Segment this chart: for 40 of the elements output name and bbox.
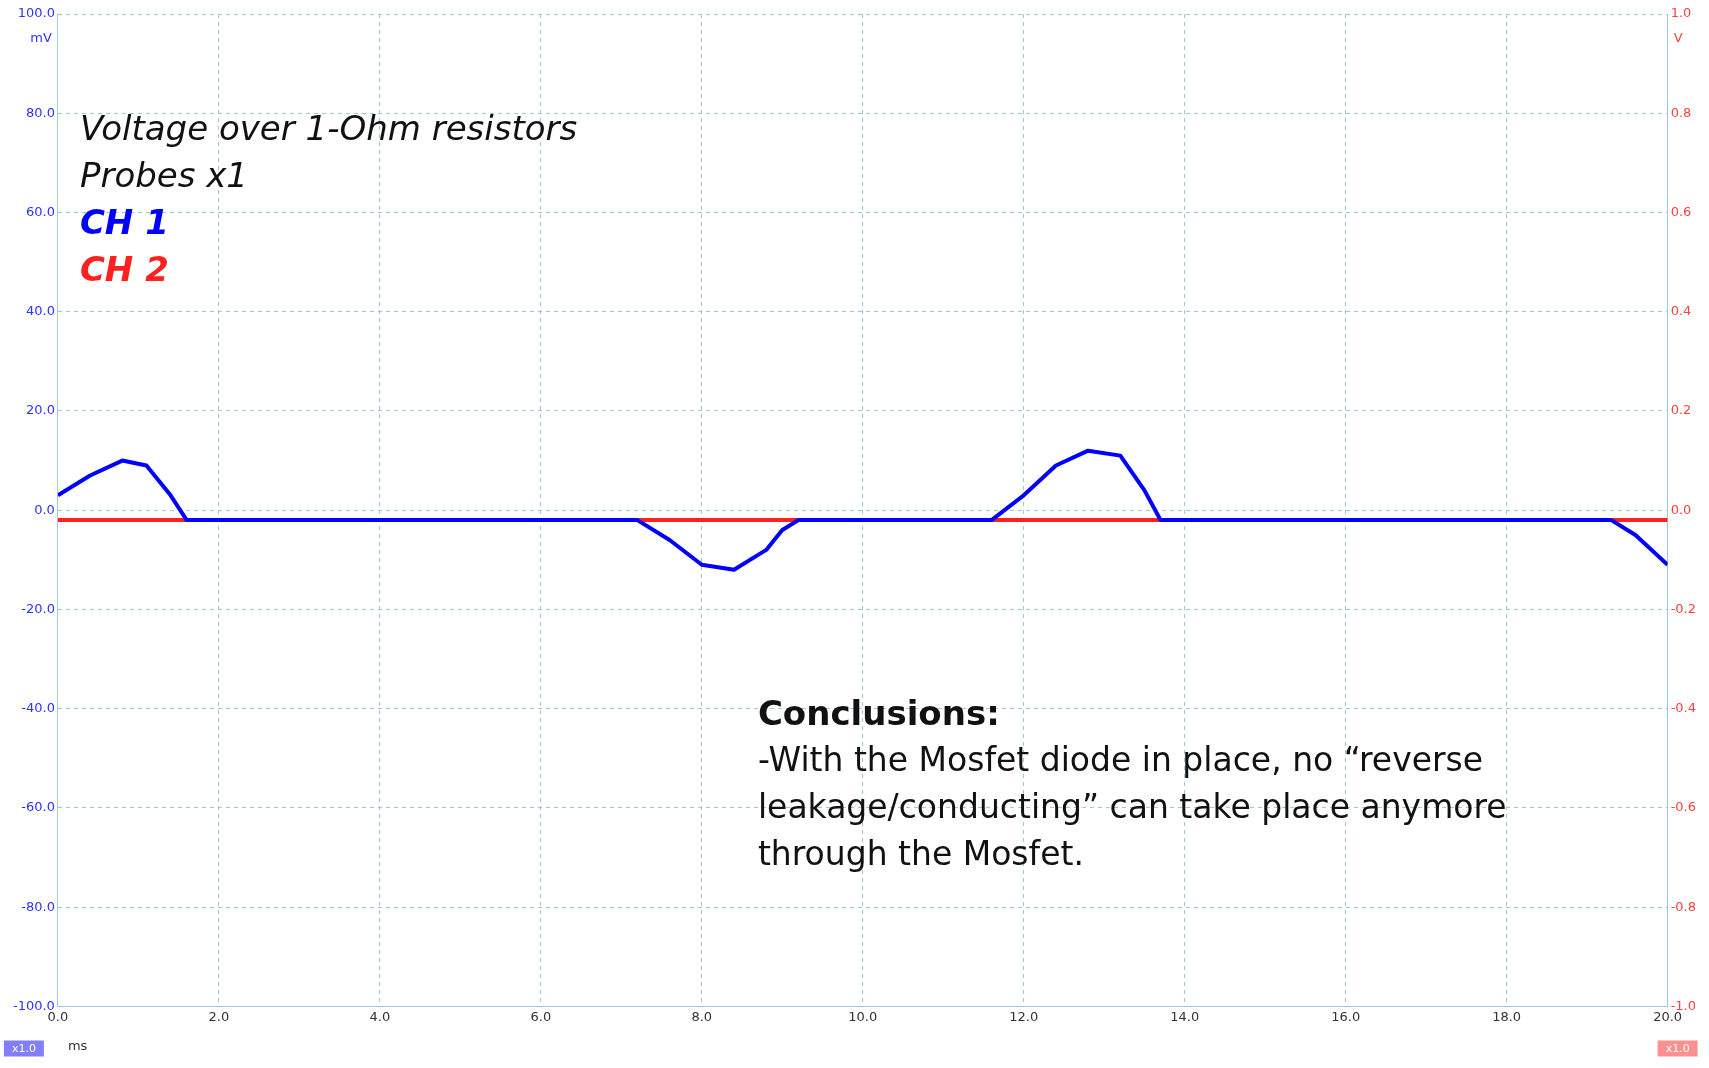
y-tick-label: -40.0 bbox=[21, 700, 55, 716]
y2-tick-label: -0.2 bbox=[1670, 600, 1697, 616]
y2-axis-title: V bbox=[1673, 29, 1683, 45]
y2-tick-label: 0.0 bbox=[1670, 501, 1692, 517]
text: x1.0 bbox=[1665, 1041, 1690, 1055]
y-tick-label: 0.0 bbox=[34, 501, 55, 517]
annotation: Conclusions: bbox=[757, 692, 1000, 733]
x-tick-label: 16.0 bbox=[1331, 1008, 1361, 1024]
y-tick-label: 100.0 bbox=[17, 5, 55, 21]
y-tick-label: 40.0 bbox=[25, 303, 55, 319]
x-axis-title: ms bbox=[67, 1038, 88, 1054]
x-tick-label: 4.0 bbox=[369, 1008, 391, 1024]
x-tick-label: 18.0 bbox=[1492, 1008, 1522, 1024]
text: CH 1 bbox=[79, 201, 169, 242]
y-tick-label: 60.0 bbox=[25, 203, 55, 219]
y-tick-label: 20.0 bbox=[25, 402, 55, 418]
y2-tick-label: 0.6 bbox=[1670, 203, 1692, 219]
x-tick-label: 8.0 bbox=[691, 1008, 713, 1024]
y-tick-label: -80.0 bbox=[21, 898, 55, 914]
y2-tick-label: 0.4 bbox=[1670, 303, 1692, 319]
text: x1.0 bbox=[11, 1041, 36, 1055]
y2-tick-label: 0.2 bbox=[1670, 402, 1692, 418]
y-tick-label: 80.0 bbox=[25, 104, 55, 120]
x-tick-label: 14.0 bbox=[1170, 1008, 1200, 1024]
y-tick-label: -20.0 bbox=[21, 600, 55, 616]
y2-tick-label: -0.4 bbox=[1670, 700, 1697, 716]
y2-tick-label: 0.8 bbox=[1670, 104, 1692, 120]
y2-tick-label: -0.8 bbox=[1670, 898, 1697, 914]
annotation: Probes x1 bbox=[79, 154, 248, 195]
x-tick-label: 10.0 bbox=[848, 1008, 878, 1024]
x-tick-label: 2.0 bbox=[208, 1008, 230, 1024]
annotation: Voltage over 1-Ohm resistors bbox=[79, 107, 578, 148]
annotation: -With the Mosfet diode in place, no “reverse leakage/conducting” can take place anymore through the Mosfet. bbox=[757, 740, 1507, 874]
x-tick-label: 6.0 bbox=[530, 1008, 552, 1024]
y2-tick-label: 1.0 bbox=[1670, 5, 1692, 21]
text: CH 2 bbox=[79, 248, 169, 289]
y-axis-title: mV bbox=[30, 29, 53, 45]
y2-tick-label: -0.6 bbox=[1670, 799, 1697, 815]
x-tick-label: 12.0 bbox=[1009, 1008, 1039, 1024]
y-tick-label: -60.0 bbox=[21, 799, 55, 815]
